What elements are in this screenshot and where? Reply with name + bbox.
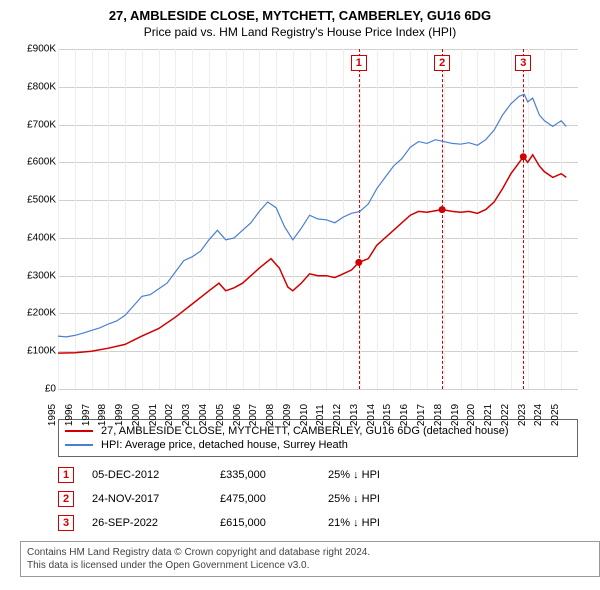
y-tick-label: £600K (27, 157, 56, 168)
x-tick-label: 2005 (215, 404, 226, 426)
sale-marker-dot (520, 153, 527, 160)
x-tick-label: 2021 (483, 404, 494, 426)
x-tick-label: 2007 (248, 404, 259, 426)
footer-attribution: Contains HM Land Registry data © Crown c… (20, 541, 600, 577)
x-tick-label: 1999 (114, 404, 125, 426)
legend-label: 27, AMBLESIDE CLOSE, MYTCHETT, CAMBERLEY… (101, 425, 509, 437)
footer-line-1: Contains HM Land Registry data © Crown c… (27, 546, 593, 559)
x-tick-label: 2000 (131, 404, 142, 426)
sales-row: 2 24-NOV-2017 £475,000 25% ↓ HPI (58, 487, 578, 511)
x-tick-label: 1996 (64, 404, 75, 426)
y-tick-label: £800K (27, 81, 56, 92)
sales-row-diff: 21% ↓ HPI (328, 517, 418, 529)
x-tick-label: 2022 (500, 404, 511, 426)
x-tick-label: 2017 (416, 404, 427, 426)
y-tick-label: £500K (27, 195, 56, 206)
y-tick-label: £100K (27, 346, 56, 357)
sales-row: 1 05-DEC-2012 £335,000 25% ↓ HPI (58, 463, 578, 487)
sale-number-box: 2 (434, 55, 450, 71)
sales-row-price: £615,000 (220, 517, 310, 529)
y-tick-label: £400K (27, 232, 56, 243)
x-axis: 1995199619971998199920002001200220032004… (58, 389, 578, 415)
series-line (58, 94, 566, 337)
x-tick-label: 2013 (349, 404, 360, 426)
chart-subtitle: Price paid vs. HM Land Registry's House … (10, 25, 590, 39)
x-tick-label: 2020 (466, 404, 477, 426)
sale-marker-dot (439, 206, 446, 213)
x-tick-label: 2006 (232, 404, 243, 426)
x-tick-label: 2011 (315, 404, 326, 426)
legend-swatch (65, 430, 93, 432)
chart-area: £0 £100K £200K £300K £400K £500K £600K £700K £80… (10, 45, 590, 415)
sales-row-diff: 25% ↓ HPI (328, 493, 418, 505)
sale-number-box: 3 (515, 55, 531, 71)
sales-row-date: 05-DEC-2012 (92, 469, 202, 481)
y-tick-label: £900K (27, 44, 56, 55)
x-tick-label: 2012 (332, 404, 343, 426)
x-tick-label: 2003 (181, 404, 192, 426)
x-tick-label: 2010 (299, 404, 310, 426)
sales-table: 1 05-DEC-2012 £335,000 25% ↓ HPI 2 24-NOV-201… (58, 463, 578, 535)
x-tick-label: 2002 (164, 404, 175, 426)
sales-row-price: £335,000 (220, 469, 310, 481)
sales-row-date: 26-SEP-2022 (92, 517, 202, 529)
x-tick-label: 2009 (282, 404, 293, 426)
chart-title: 27, AMBLESIDE CLOSE, MYTCHETT, CAMBERLEY… (10, 8, 590, 23)
sales-row-price: £475,000 (220, 493, 310, 505)
y-tick-label: £300K (27, 270, 56, 281)
x-tick-label: 2015 (382, 404, 393, 426)
x-tick-label: 2001 (148, 404, 159, 426)
x-tick-label: 2014 (366, 404, 377, 426)
y-tick-label: £200K (27, 308, 56, 319)
x-tick-label: 2018 (433, 404, 444, 426)
footer-line-2: This data is licensed under the Open Gov… (27, 559, 593, 572)
x-tick-label: 2004 (198, 404, 209, 426)
line-chart-svg (58, 49, 578, 389)
x-tick-label: 2019 (450, 404, 461, 426)
sales-row: 3 26-SEP-2022 £615,000 21% ↓ HPI (58, 511, 578, 535)
y-tick-label: £0 (45, 384, 56, 395)
x-tick-label: 2025 (550, 404, 561, 426)
legend-row: HPI: Average price, detached house, Surr… (65, 438, 571, 452)
series-line (58, 155, 566, 353)
x-tick-label: 2016 (399, 404, 410, 426)
sale-marker-dot (355, 259, 362, 266)
y-tick-label: £700K (27, 119, 56, 130)
x-tick-label: 2024 (533, 404, 544, 426)
sales-row-diff: 25% ↓ HPI (328, 469, 418, 481)
sales-row-date: 24-NOV-2017 (92, 493, 202, 505)
x-tick-label: 2023 (517, 404, 528, 426)
legend-label: HPI: Average price, detached house, Surr… (101, 439, 348, 451)
sales-row-marker: 1 (58, 467, 74, 483)
x-tick-label: 1997 (81, 404, 92, 426)
x-tick-label: 2008 (265, 404, 276, 426)
legend-swatch (65, 444, 93, 446)
sales-row-marker: 3 (58, 515, 74, 531)
x-tick-label: 1998 (97, 404, 108, 426)
x-tick-label: 1995 (47, 404, 58, 426)
sales-row-marker: 2 (58, 491, 74, 507)
y-axis: £0£100K£200K£300K£400K£500K£600K£700K£80… (10, 45, 58, 389)
sale-number-box: 1 (351, 55, 367, 71)
